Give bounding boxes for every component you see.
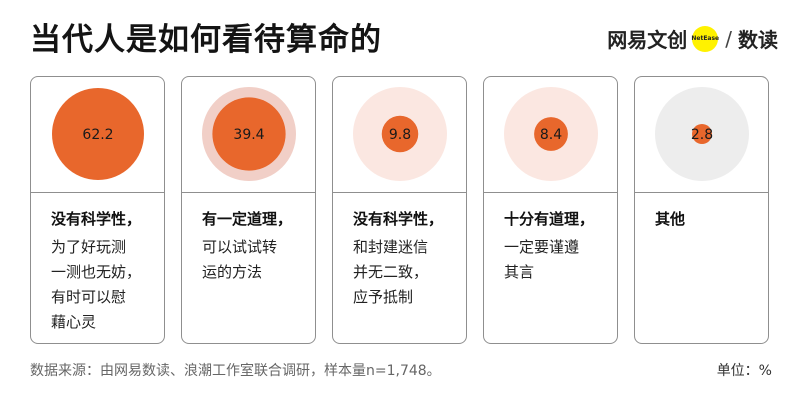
description-line: 可以试试转: [202, 238, 278, 256]
description-line: 其言: [504, 263, 535, 281]
category-description: 一定要谨遵 其言: [504, 235, 614, 285]
divider-tick: [617, 187, 618, 198]
bubble-plot: 8.4: [484, 77, 619, 193]
category-card: 9.8 没有科学性， 和封建迷信 并无二致， 应予抵制: [332, 76, 467, 344]
card-divider: [332, 192, 467, 193]
description-line: 应予抵制: [353, 288, 414, 306]
description-line: 和封建迷信: [353, 238, 429, 256]
data-source-note: 数据来源：由网易数读、浪潮工作室联合调研，样本量n=1,748。: [30, 363, 441, 379]
bubble-value-label: 2.8: [691, 127, 713, 143]
bubble-chart: 62.2 没有科学性， 为了好玩测 一测也无妨， 有时可以慰 藉心灵 39.4 …: [30, 76, 770, 346]
divider-tick: [466, 187, 467, 198]
brand-name-left: 网易文创: [607, 28, 688, 52]
description-line: 一测也无妨，: [51, 263, 142, 281]
brand-separator: /: [725, 26, 732, 51]
divider-tick: [332, 187, 333, 198]
divider-tick: [315, 187, 316, 198]
card-divider: [181, 192, 316, 193]
bubble-dot: [692, 124, 712, 144]
bubble-plot: 9.8: [333, 77, 468, 193]
bubble-dot: [212, 97, 286, 171]
unit-label: 单位：%: [716, 363, 772, 379]
bubble-dot: [52, 88, 144, 180]
category-card: 2.8 其他: [634, 76, 769, 344]
category-card: 62.2 没有科学性， 为了好玩测 一测也无妨， 有时可以慰 藉心灵: [30, 76, 165, 344]
bubble-value-label: 62.2: [82, 127, 113, 143]
card-divider: [30, 192, 165, 193]
category-heading: 其他: [655, 210, 686, 228]
category-card: 39.4 有一定道理， 可以试试转 运的方法: [181, 76, 316, 344]
category-description: 为了好玩测 一测也无妨， 有时可以慰 藉心灵: [51, 235, 161, 335]
bubble-svg: 39.4: [202, 87, 296, 181]
card-divider: [483, 192, 618, 193]
divider-tick: [768, 187, 769, 198]
netease-logo-icon: NetEase: [691, 25, 720, 52]
bubble-value-label: 8.4: [540, 127, 562, 143]
category-heading: 没有科学性，: [51, 210, 142, 228]
description-line: 藉心灵: [51, 313, 97, 331]
category-card: 8.4 十分有道理， 一定要谨遵 其言: [483, 76, 618, 344]
description-line: 为了好玩测: [51, 238, 127, 256]
bubble-svg: 2.8: [655, 87, 749, 181]
card-divider: [634, 192, 769, 193]
category-heading: 十分有道理，: [504, 210, 595, 228]
brand-name-right: 数读: [738, 28, 778, 52]
bubble-plot: 2.8: [635, 77, 770, 193]
bubble-plot: 39.4: [182, 77, 317, 193]
description-line: 并无二致，: [353, 263, 429, 281]
divider-tick: [181, 187, 182, 198]
bubble-svg: 62.2: [52, 88, 144, 180]
bubble-value-label: 39.4: [233, 127, 264, 143]
page-title: 当代人是如何看待算命的: [30, 22, 382, 58]
bubble-svg: 9.8: [353, 87, 447, 181]
divider-tick: [164, 187, 165, 198]
description-line: 运的方法: [202, 263, 263, 281]
bubble-plot: 62.2: [31, 77, 166, 193]
bubble-dot: [381, 115, 419, 153]
divider-tick: [634, 187, 635, 198]
divider-tick: [30, 187, 31, 198]
category-heading: 没有科学性，: [353, 210, 444, 228]
bubble-dot: [534, 117, 568, 151]
divider-tick: [483, 187, 484, 198]
bubble-value-label: 9.8: [389, 127, 411, 143]
bubble-svg: 8.4: [504, 87, 598, 181]
category-description: 可以试试转 运的方法: [202, 235, 312, 285]
description-line: 有时可以慰: [51, 288, 127, 306]
netease-logo-text: NetEase: [691, 35, 720, 42]
brand-logo: 网易文创 NetEase / 数读: [607, 24, 778, 53]
category-description: 和封建迷信 并无二致， 应予抵制: [353, 235, 463, 310]
category-heading: 有一定道理，: [202, 210, 293, 228]
description-line: 一定要谨遵: [504, 238, 580, 256]
